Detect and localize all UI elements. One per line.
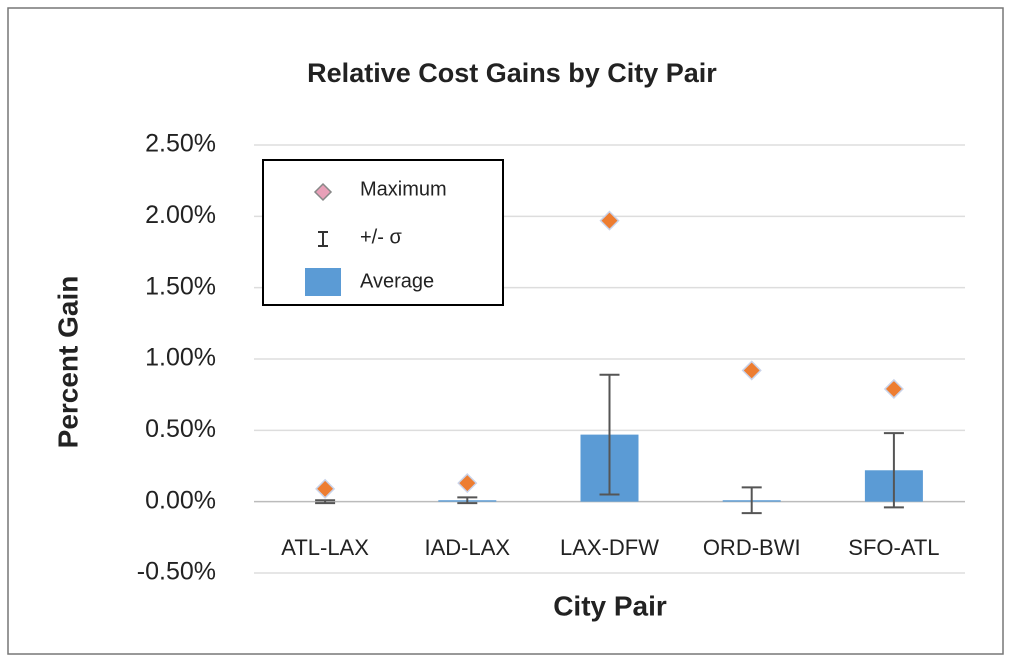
x-tick-label: LAX-DFW	[560, 535, 659, 560]
y-tick-label: -0.50%	[137, 558, 216, 586]
legend-box	[262, 159, 504, 306]
max-marker	[741, 360, 762, 381]
x-tick-label: ORD-BWI	[703, 535, 801, 560]
error-bar	[883, 432, 904, 509]
legend-marker	[318, 231, 328, 247]
y-tick-label: 0.50%	[145, 415, 216, 443]
error-bar	[315, 499, 336, 505]
max-marker	[457, 473, 478, 494]
max-marker	[315, 478, 336, 499]
legend-label: Maximum	[360, 178, 447, 200]
x-tick-label: SFO-ATL	[848, 535, 939, 560]
error-bar	[457, 496, 478, 505]
x-tick-label: ATL-LAX	[281, 535, 369, 560]
y-tick-label: 1.50%	[145, 272, 216, 300]
legend-label: Average	[360, 270, 434, 292]
y-tick-label: 0.00%	[145, 486, 216, 514]
chart-border	[7, 7, 1004, 655]
x-axis-label: City Pair	[553, 590, 667, 621]
legend: Maximum +/- σ Average	[262, 159, 504, 306]
legend-marker	[313, 182, 333, 202]
y-tick-label: 2.00%	[145, 201, 216, 229]
y-tick-label: 1.00%	[145, 344, 216, 372]
error-bar	[599, 373, 620, 496]
chart-title: Relative Cost Gains by City Pair	[307, 58, 717, 88]
max-marker	[599, 210, 620, 231]
legend-label: +/- σ	[360, 226, 402, 248]
legend-marker	[305, 268, 341, 296]
y-tick-label: 2.50%	[145, 130, 216, 158]
max-marker	[883, 378, 904, 400]
x-tick-label: IAD-LAX	[425, 535, 511, 560]
error-bar	[741, 486, 762, 515]
y-axis-label: Percent Gain	[52, 276, 83, 449]
